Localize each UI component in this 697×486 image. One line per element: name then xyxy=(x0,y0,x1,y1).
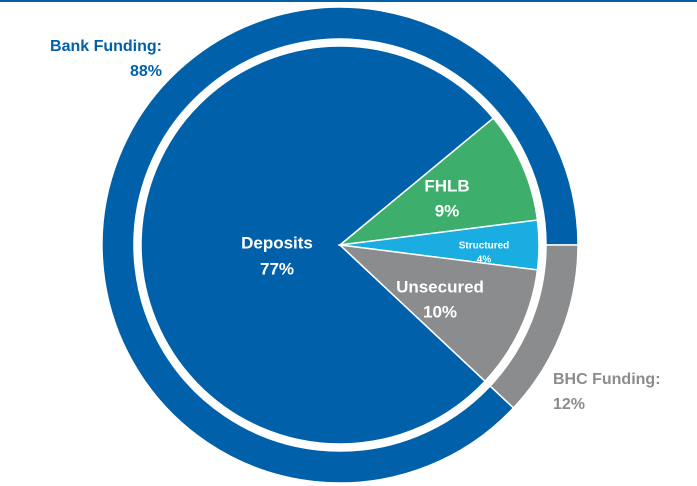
inner-slice xyxy=(337,243,539,383)
top-rule xyxy=(0,0,697,2)
slice-label: Bank Funding: xyxy=(50,38,162,55)
slice-label: Unsecured xyxy=(396,277,484,296)
slice-value-label: 77% xyxy=(260,259,294,278)
inner-slice xyxy=(140,45,495,445)
slice-label: FHLB xyxy=(424,176,469,195)
slice-value-label: 4% xyxy=(477,255,492,266)
slice-value-label: 88% xyxy=(130,63,162,80)
slice-label: BHC Funding: xyxy=(553,371,661,388)
slice-value-label: 12% xyxy=(553,396,585,413)
slice-value-label: 9% xyxy=(435,201,460,220)
slice-value-label: 10% xyxy=(423,302,457,321)
outer-slice xyxy=(489,244,579,409)
slice-label: Structured xyxy=(459,241,510,252)
slice-label: Deposits xyxy=(241,233,313,252)
inner-slice xyxy=(337,117,539,247)
outer-slice xyxy=(101,6,579,484)
